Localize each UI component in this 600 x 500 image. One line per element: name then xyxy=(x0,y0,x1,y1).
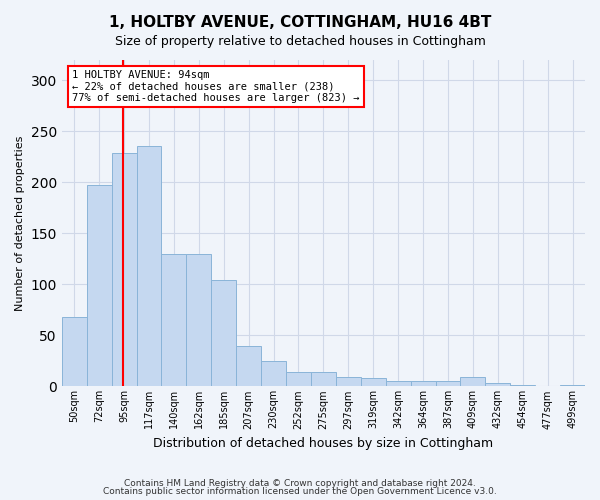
Bar xyxy=(410,382,436,386)
Bar xyxy=(286,372,311,386)
Bar xyxy=(236,346,261,387)
Text: Contains HM Land Registry data © Crown copyright and database right 2024.: Contains HM Land Registry data © Crown c… xyxy=(124,478,476,488)
Bar xyxy=(336,377,361,386)
Bar xyxy=(261,361,286,386)
Bar xyxy=(211,280,236,386)
Bar xyxy=(436,382,460,386)
Bar xyxy=(460,377,485,386)
Bar xyxy=(87,186,112,386)
Bar xyxy=(112,153,137,386)
Text: 1 HOLTBY AVENUE: 94sqm
← 22% of detached houses are smaller (238)
77% of semi-de: 1 HOLTBY AVENUE: 94sqm ← 22% of detached… xyxy=(72,70,360,103)
Bar xyxy=(137,146,161,386)
Bar xyxy=(161,254,187,386)
Text: 1, HOLTBY AVENUE, COTTINGHAM, HU16 4BT: 1, HOLTBY AVENUE, COTTINGHAM, HU16 4BT xyxy=(109,15,491,30)
Bar xyxy=(187,254,211,386)
X-axis label: Distribution of detached houses by size in Cottingham: Distribution of detached houses by size … xyxy=(154,437,493,450)
Text: Size of property relative to detached houses in Cottingham: Size of property relative to detached ho… xyxy=(115,35,485,48)
Text: Contains public sector information licensed under the Open Government Licence v3: Contains public sector information licen… xyxy=(103,487,497,496)
Bar xyxy=(311,372,336,386)
Bar xyxy=(361,378,386,386)
Bar xyxy=(386,382,410,386)
Bar xyxy=(485,384,510,386)
Y-axis label: Number of detached properties: Number of detached properties xyxy=(15,136,25,311)
Bar xyxy=(62,317,87,386)
